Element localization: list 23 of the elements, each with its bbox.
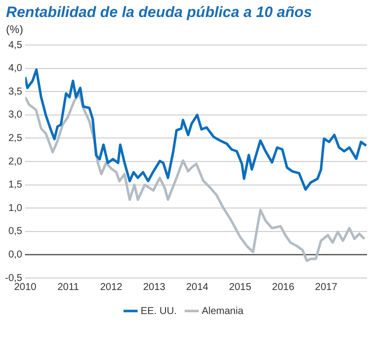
x-tick-label: 2012 bbox=[100, 282, 123, 293]
chart-title: Rentabilidad de la deuda pública a 10 años bbox=[6, 4, 313, 21]
y-tick-label: 4,5 bbox=[8, 40, 23, 51]
x-tick-label: 2015 bbox=[229, 282, 252, 293]
x-tick-label: 2013 bbox=[143, 282, 166, 293]
y-tick-label: 1,0 bbox=[8, 202, 23, 214]
x-tick-label: 2014 bbox=[186, 282, 209, 293]
x-tick-label: 2010 bbox=[14, 282, 37, 293]
legend-label: EE. UU. bbox=[140, 306, 177, 317]
y-tick-label: 3,0 bbox=[8, 110, 23, 121]
x-tick-label: 2016 bbox=[272, 282, 295, 293]
x-tick-label: 2017 bbox=[315, 282, 338, 293]
y-tick-label: 4,0 bbox=[8, 63, 23, 74]
y-tick-label: 3,5 bbox=[8, 86, 23, 98]
legend-label: Alemania bbox=[202, 306, 244, 317]
y-tick-label: 2,5 bbox=[8, 132, 23, 144]
y-tick-label: 0,0 bbox=[8, 249, 23, 260]
chart-subtitle: (%) bbox=[6, 24, 24, 36]
y-tick-label: -0,5 bbox=[4, 272, 23, 284]
x-tick-label: 2011 bbox=[57, 282, 80, 293]
y-tick-label: 0,5 bbox=[8, 226, 23, 238]
y-tick-label: 2,0 bbox=[8, 156, 23, 168]
y-tick-label: 1,5 bbox=[8, 180, 23, 191]
